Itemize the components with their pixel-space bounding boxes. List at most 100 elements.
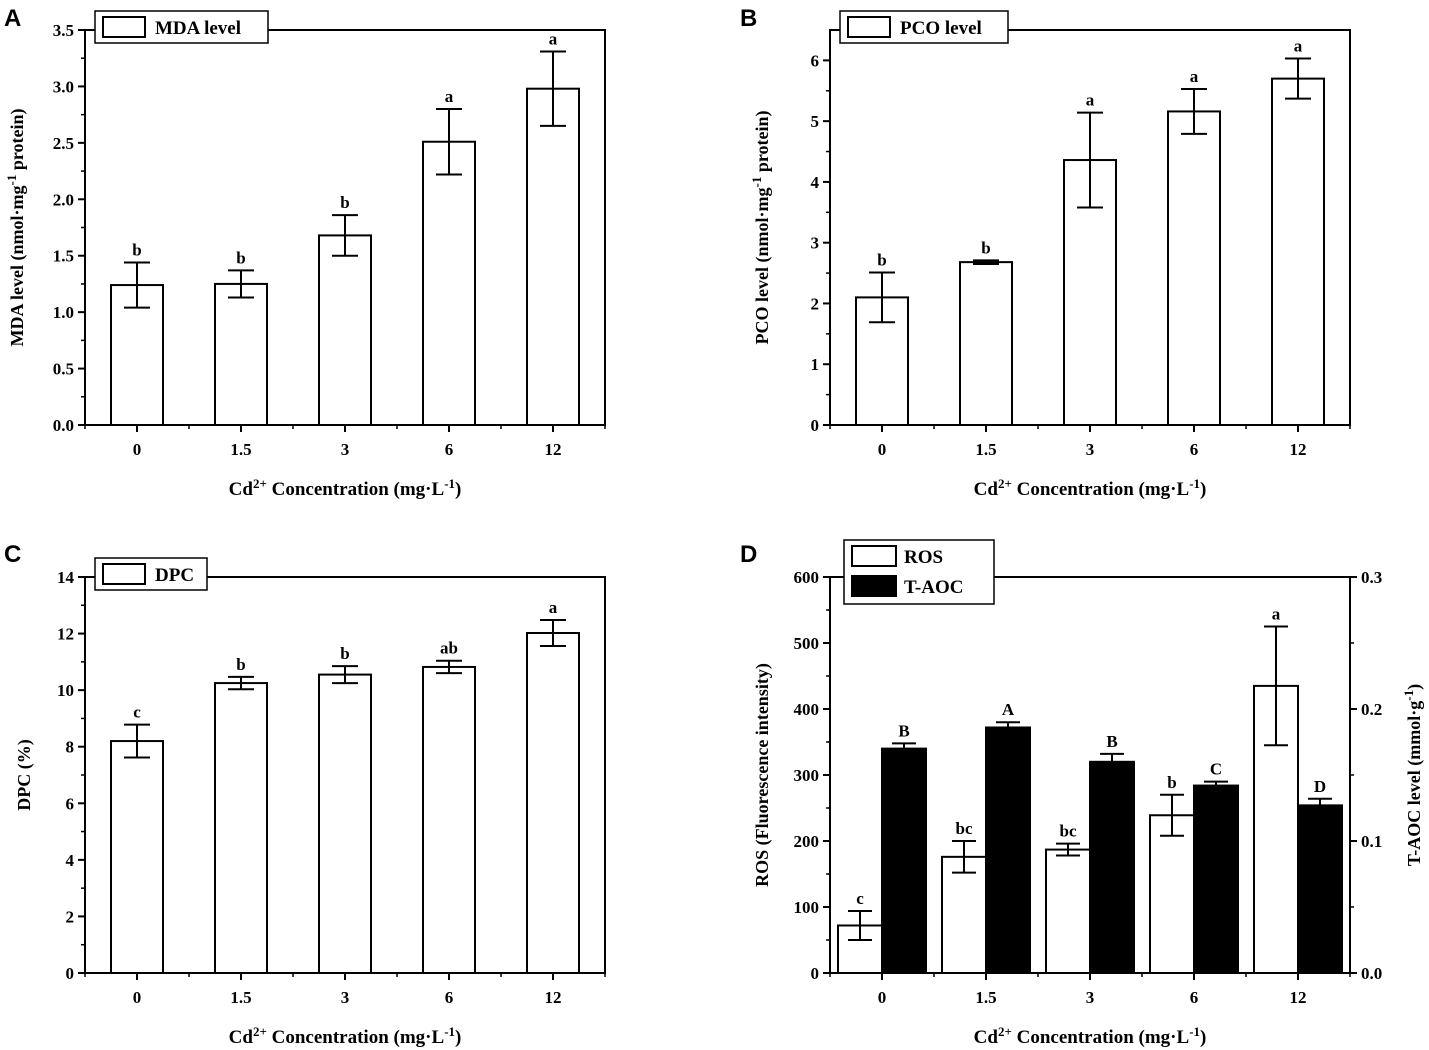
bar [318, 673, 372, 974]
label-segment: DPC (%) [14, 739, 35, 810]
legend: DPC [94, 557, 208, 591]
significance-label: a [549, 29, 558, 48]
y2-tick-label: 0.1 [1361, 832, 1382, 851]
label-segment: Cd [229, 479, 254, 500]
y-tick-label: 300 [794, 766, 820, 785]
x-tick-label: 3 [1086, 440, 1095, 459]
significance-label: b [1167, 773, 1176, 792]
significance-label: bc [1060, 822, 1077, 841]
y-tick-label: 6 [811, 51, 820, 70]
bar [422, 140, 476, 426]
label-segment: ) [1200, 1027, 1206, 1048]
y-tick-label: 0 [66, 964, 75, 983]
label-segment: Concentration (mg·L [267, 479, 444, 500]
y2-tick-label: 0.3 [1361, 568, 1382, 587]
x-tick-label: 0 [878, 988, 887, 1007]
significance-label: b [877, 250, 886, 269]
x-tick-label: 3 [341, 988, 350, 1007]
panel-letter: B [740, 5, 757, 32]
significance-label: A [1002, 700, 1015, 719]
x-tick-label: 12 [1290, 988, 1307, 1007]
significance-label: ab [440, 639, 458, 658]
superscript: -1 [749, 177, 764, 188]
x-tick-label: 1.5 [975, 988, 996, 1007]
bar [110, 740, 164, 974]
panel-letter: D [740, 541, 757, 568]
label-segment: T-AOC level (mmol·g [1404, 701, 1425, 866]
y-tick-label: 0 [811, 964, 820, 983]
label-segment: Cd [974, 1027, 999, 1048]
y-tick-label: 1.0 [53, 303, 74, 322]
bar-t-aoc [1193, 784, 1239, 974]
legend-swatch [102, 563, 146, 585]
y-tick-label: 12 [57, 625, 74, 644]
significance-label: c [856, 889, 864, 908]
x-tick-label: 12 [545, 988, 562, 1007]
legend-label: PCO level [900, 18, 982, 39]
significance-label: B [898, 721, 909, 740]
significance-label: a [1086, 91, 1095, 110]
y-tick-label: 10 [57, 681, 74, 700]
x-tick-label: 0 [133, 440, 142, 459]
panel-letter: C [4, 541, 21, 568]
superscript: -1 [444, 476, 455, 491]
chart-panel-c: Cc b b ab a 0 2 4 6 8 10 12 14 0 1.5 3 6 12 Cd2+ Concentra… [4, 541, 606, 1048]
significance-label: a [1190, 67, 1199, 86]
y-axis-title: PCO level (nmol·mg-1 protein) [749, 111, 773, 345]
label-segment: protein) [752, 111, 773, 177]
y-tick-label: 14 [57, 568, 75, 587]
label-segment: MDA level (nmol·mg [7, 186, 28, 347]
chart-panel-d: Dc bc bc b a B A B C D 0 100 200 300 400 500 600 0.0 0.1 0.… [740, 539, 1425, 1048]
x-tick-label: 0 [878, 440, 887, 459]
y-tick-label: 2 [66, 907, 75, 926]
label-segment: protein) [7, 109, 28, 175]
significance-label: C [1210, 760, 1222, 779]
bar [1167, 110, 1221, 427]
y2-tick-label: 0.2 [1361, 700, 1382, 719]
y-tick-label: 2 [811, 294, 820, 313]
superscript: 2+ [253, 1024, 267, 1039]
bar [959, 261, 1013, 426]
y-tick-label: 1.5 [53, 247, 74, 266]
y-tick-label: 8 [66, 738, 75, 757]
y-tick-label: 100 [794, 898, 820, 917]
superscript: -1 [4, 175, 19, 186]
bar-t-aoc [1089, 760, 1135, 974]
panel-letter: A [4, 5, 21, 32]
superscript: 2+ [998, 476, 1012, 491]
legend: MDA level [94, 10, 269, 44]
y-axis-title: ROS (Fluorescence intensity) [752, 663, 773, 887]
significance-label: b [132, 240, 141, 259]
x-tick-label: 12 [545, 440, 562, 459]
x-tick-label: 1.5 [975, 440, 996, 459]
legend-swatch-ros [851, 545, 897, 567]
superscript: -1 [444, 1024, 455, 1039]
superscript: -1 [1189, 476, 1200, 491]
y-axis-title: DPC (%) [14, 739, 35, 810]
legend-label: T-AOC [904, 577, 963, 598]
x-tick-label: 1.5 [230, 440, 251, 459]
y-tick-label: 2.0 [53, 190, 74, 209]
bar-t-aoc [985, 726, 1031, 974]
y-tick-label: 3.0 [53, 77, 74, 96]
label-segment: ) [455, 479, 461, 500]
x-tick-label: 1.5 [230, 988, 251, 1007]
x-tick-label: 6 [445, 440, 454, 459]
superscript: 2+ [998, 1024, 1012, 1039]
y-tick-label: 5 [811, 112, 820, 131]
x-axis-title: Cd2+ Concentration (mg·L-1) [974, 476, 1207, 500]
legend-label: ROS [904, 547, 943, 568]
bar [1271, 77, 1325, 426]
bar-ros [941, 855, 987, 975]
significance-label: b [236, 248, 245, 267]
y-tick-label: 0 [811, 416, 820, 435]
bar-t-aoc [1297, 804, 1343, 974]
x-tick-label: 6 [1190, 440, 1199, 459]
bar [214, 682, 268, 974]
label-segment: Cd [229, 1027, 254, 1048]
significance-label: b [981, 238, 990, 257]
bar-ros [1149, 814, 1195, 975]
y-tick-label: 2.5 [53, 134, 74, 153]
x-axis-title: Cd2+ Concentration (mg·L-1) [974, 1024, 1207, 1048]
